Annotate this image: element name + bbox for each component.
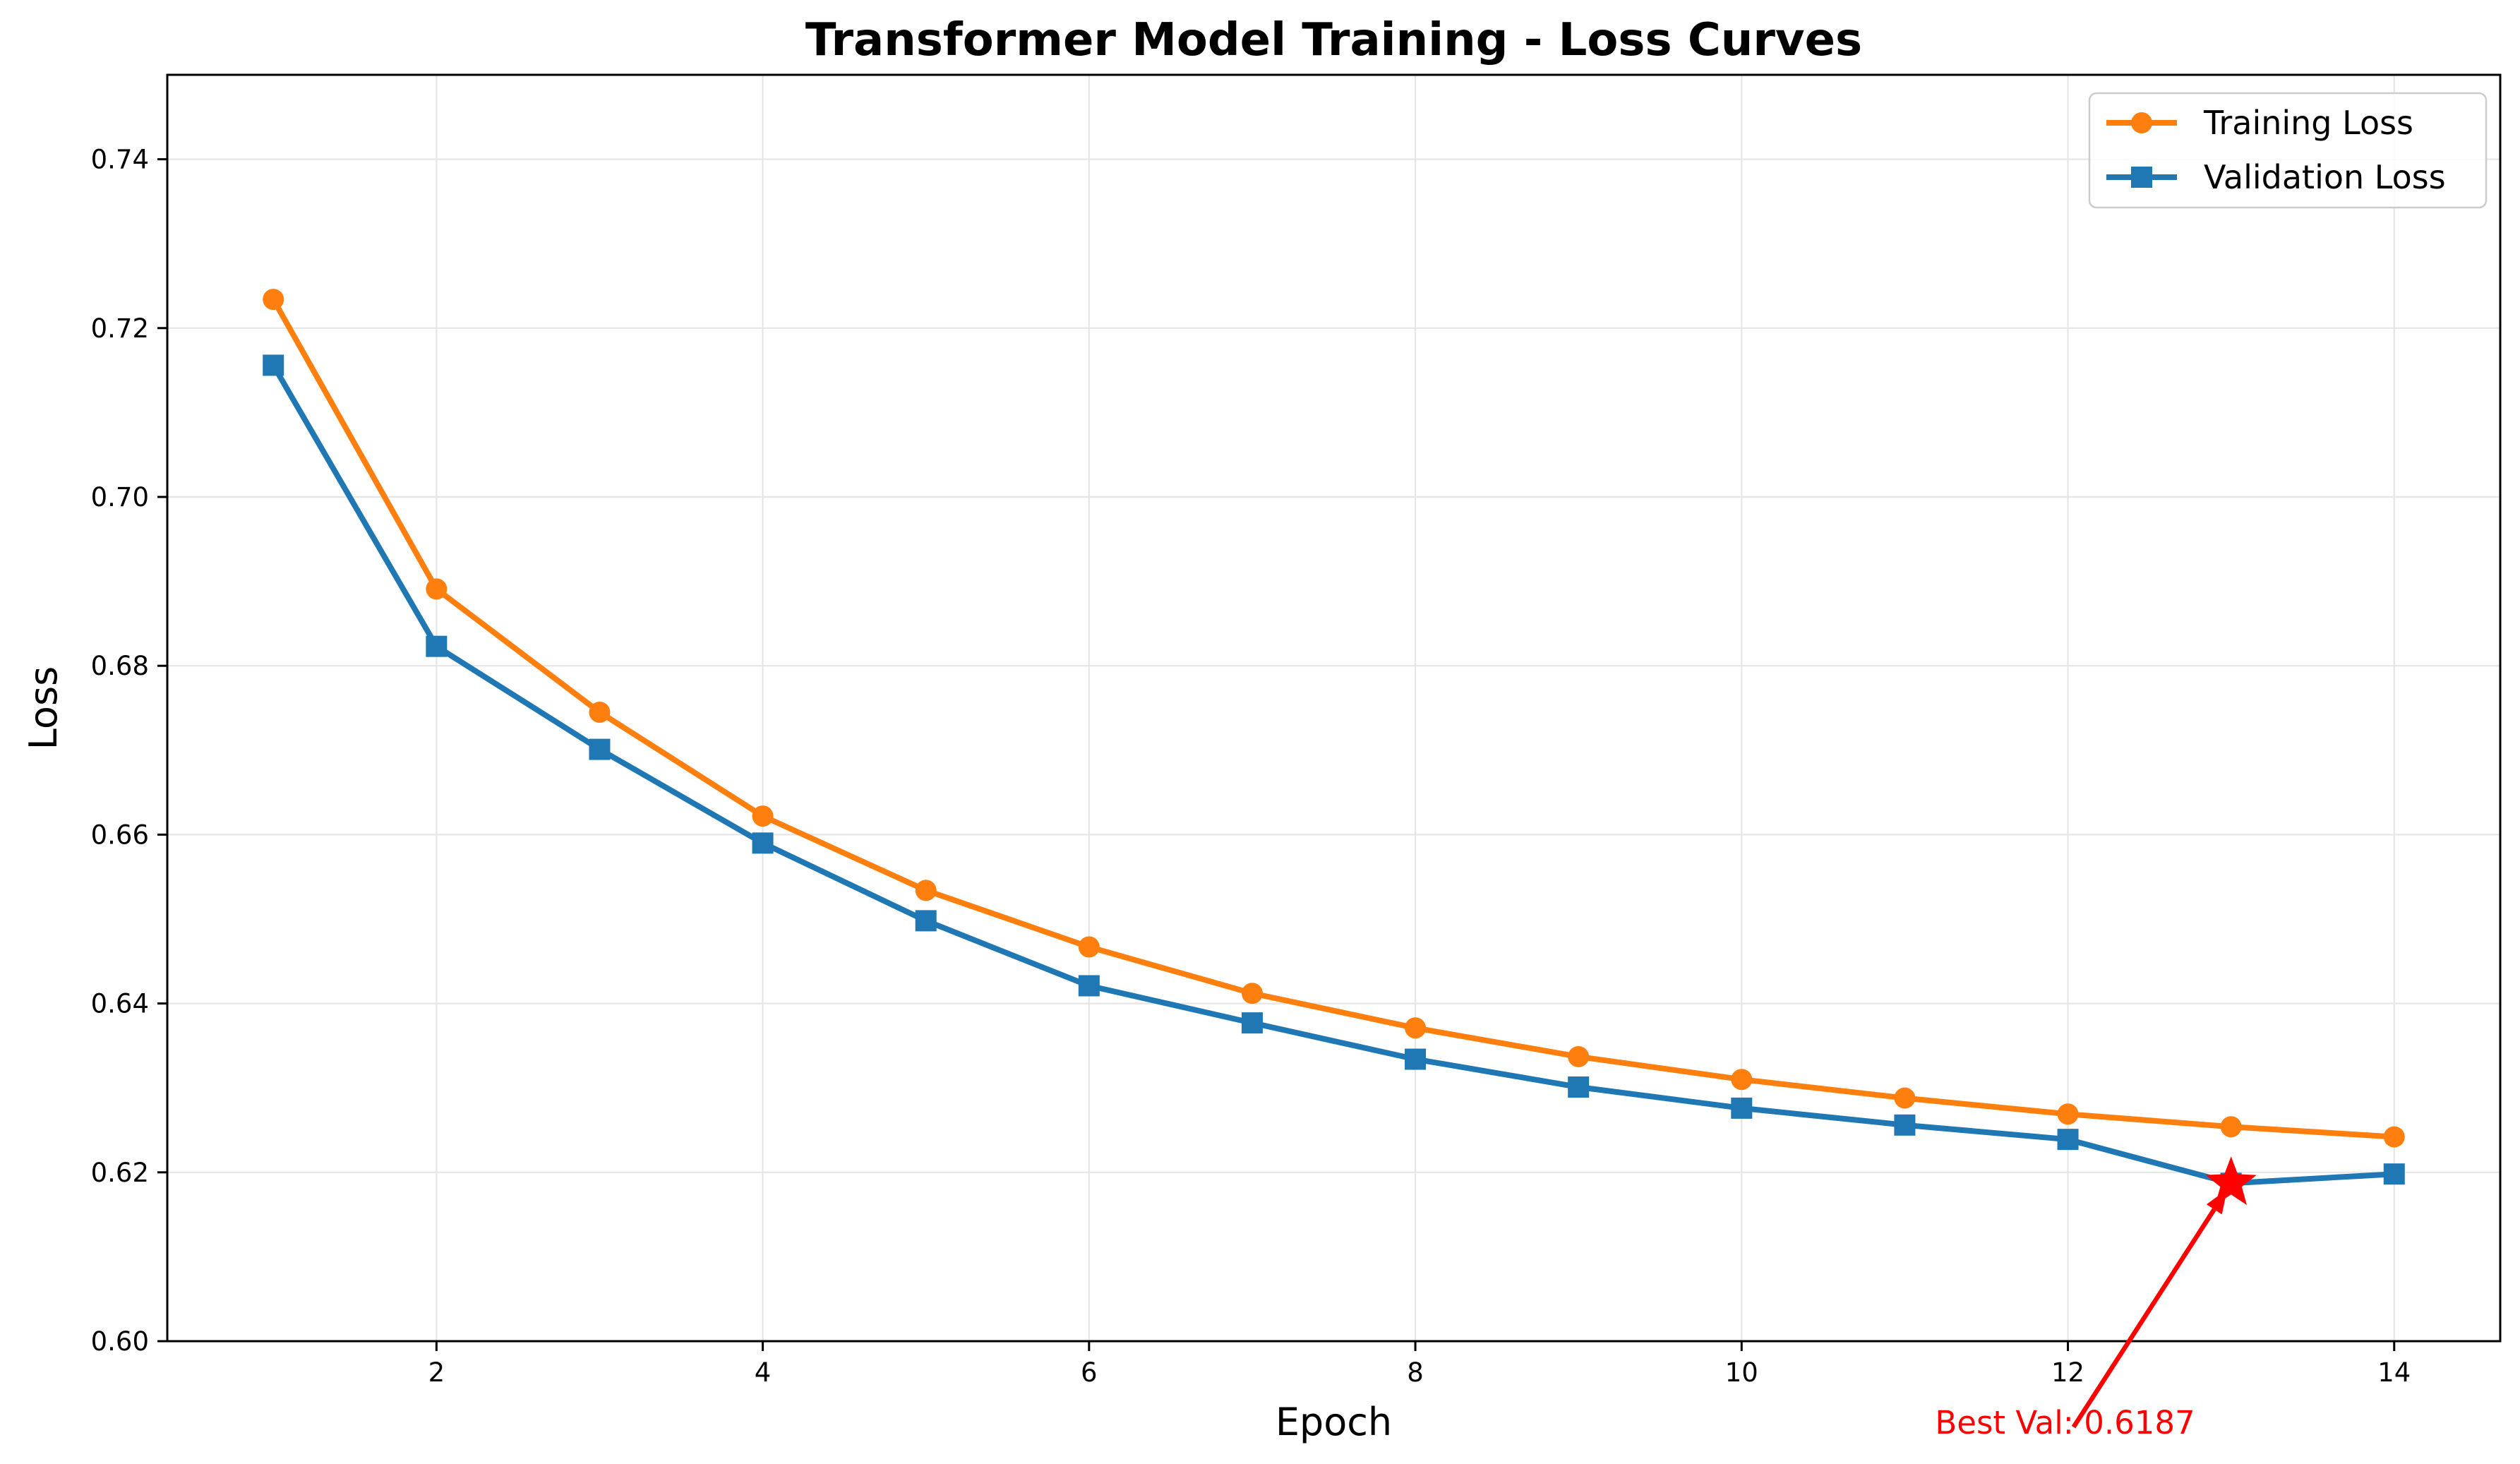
y-axis-label: Loss xyxy=(21,666,66,750)
x-tick-label: 8 xyxy=(1407,1357,1424,1388)
best-point-star-icon xyxy=(2205,1156,2257,1206)
data-point xyxy=(1405,1048,1427,1070)
y-tick-label: 0.60 xyxy=(91,1326,149,1357)
plot-frame xyxy=(166,73,2502,1343)
y-tick-label: 0.70 xyxy=(91,482,149,512)
data-point xyxy=(2383,1126,2405,1148)
legend-entry: Training Loss xyxy=(2106,104,2413,142)
y-tick-label: 0.72 xyxy=(91,313,149,344)
legend: Training Loss Validation Loss xyxy=(2088,92,2488,209)
data-point xyxy=(1568,1076,1590,1098)
legend-marker xyxy=(2131,167,2152,188)
x-tick-label: 12 xyxy=(2051,1357,2084,1388)
data-point xyxy=(1568,1045,1590,1067)
data-point xyxy=(1078,975,1100,997)
x-tick-label: 2 xyxy=(428,1357,445,1388)
y-tick-label: 0.64 xyxy=(91,989,149,1019)
annotation-label: Best Val: 0.6187 xyxy=(1935,1404,2195,1441)
data-point xyxy=(752,805,774,827)
axis-ticks: 2 4 6 8 10 12 14 0.60 0.62 0.64 0.66 0.68 0.70 0.72 0.… xyxy=(91,145,2411,1388)
series-training-loss xyxy=(263,289,2405,1148)
chart-title: Transformer Model Training - Loss Curves xyxy=(805,14,1862,66)
series-layer xyxy=(263,289,2405,1194)
data-point xyxy=(426,578,448,600)
series-validation-loss xyxy=(263,354,2405,1194)
data-point xyxy=(589,701,611,723)
data-point xyxy=(915,880,937,901)
legend-entry: Validation Loss xyxy=(2106,158,2446,196)
data-point xyxy=(263,354,284,376)
data-point xyxy=(1405,1017,1427,1039)
legend-marker xyxy=(2131,112,2152,133)
x-tick-label: 10 xyxy=(1725,1357,1758,1388)
data-point xyxy=(2057,1129,2079,1151)
data-point xyxy=(589,738,611,760)
y-tick-label: 0.66 xyxy=(91,820,149,850)
y-tick-label: 0.74 xyxy=(91,145,149,175)
y-tick-label: 0.68 xyxy=(91,651,149,681)
data-point xyxy=(1241,1012,1263,1034)
x-tick-label: 6 xyxy=(1081,1357,1098,1388)
x-tick-label: 4 xyxy=(755,1357,772,1388)
data-point xyxy=(1731,1097,1753,1119)
data-point xyxy=(426,635,448,657)
annotation-arrow xyxy=(2071,1208,2216,1429)
data-point xyxy=(1731,1069,1753,1091)
legend-box xyxy=(2088,92,2488,209)
data-point xyxy=(2057,1103,2079,1125)
legend-label: Validation Loss xyxy=(2204,158,2446,196)
data-point xyxy=(2383,1163,2405,1185)
data-point xyxy=(2220,1116,2242,1138)
annotation-layer: Best Val: 0.6187 xyxy=(1935,1156,2257,1441)
data-point xyxy=(263,289,284,311)
data-point xyxy=(915,910,937,932)
series-line xyxy=(270,362,2397,1187)
data-point xyxy=(1894,1087,1916,1109)
x-axis-label: Epoch xyxy=(1276,1400,1392,1444)
x-tick-label: 14 xyxy=(2377,1357,2411,1388)
data-point xyxy=(1241,983,1263,1004)
data-point xyxy=(1078,936,1100,958)
y-tick-label: 0.62 xyxy=(91,1158,149,1188)
data-point xyxy=(752,832,774,854)
annotation-arrowhead xyxy=(2206,1189,2228,1215)
data-point xyxy=(1894,1114,1916,1136)
series-line xyxy=(270,296,2397,1140)
legend-label: Training Loss xyxy=(2203,104,2413,142)
